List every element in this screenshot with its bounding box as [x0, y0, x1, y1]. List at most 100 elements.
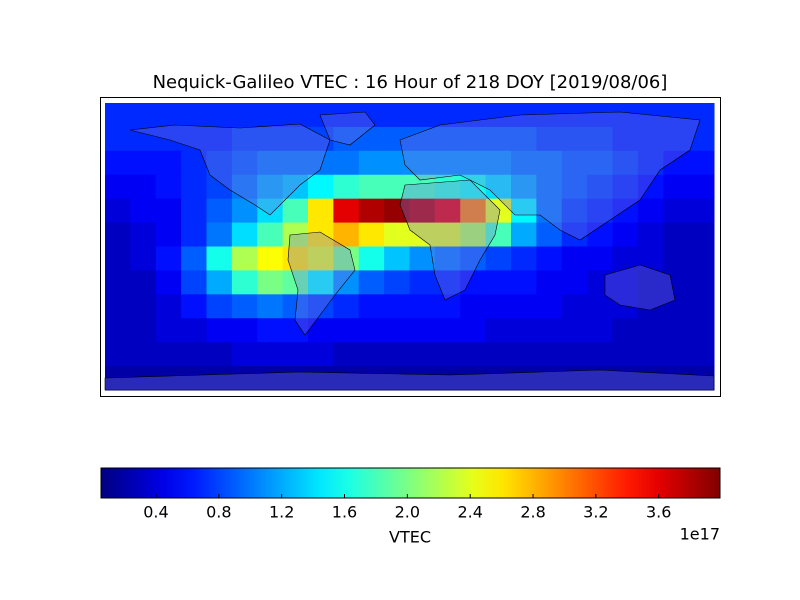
heat-cell — [282, 342, 309, 367]
heat-cell — [409, 103, 436, 128]
heat-cell — [308, 246, 334, 271]
heat-cell — [663, 318, 690, 343]
heat-cell — [409, 366, 436, 391]
africa — [399, 179, 501, 301]
heat-cell — [434, 246, 461, 271]
heat-cell — [358, 342, 385, 367]
heat-cell — [587, 318, 613, 343]
heat-cell — [511, 246, 537, 271]
heat-cell — [536, 318, 563, 343]
heat-cell — [130, 103, 157, 128]
heat-cell — [561, 198, 588, 224]
heat-cell — [485, 150, 512, 176]
heat-cell — [105, 342, 131, 367]
heat-cell — [105, 198, 131, 224]
heat-cell — [308, 198, 334, 224]
heat-cell — [612, 222, 639, 247]
heat-cell — [587, 342, 613, 367]
heat-cell — [688, 126, 715, 152]
heat-cell — [663, 342, 690, 367]
heat-cell — [384, 342, 410, 367]
heat-cell — [358, 126, 385, 152]
heat-cell — [460, 103, 487, 128]
heat-cell — [333, 366, 360, 391]
heat-cell — [663, 103, 690, 128]
heat-cell — [257, 150, 284, 176]
heat-cell — [257, 366, 284, 391]
heat-cell — [460, 126, 487, 152]
heat-cell — [358, 318, 385, 343]
heat-cell — [181, 366, 207, 391]
heat-cell — [282, 198, 309, 224]
heat-cell — [155, 318, 182, 343]
heat-cell — [587, 150, 613, 176]
south-america — [287, 231, 356, 336]
heat-cell — [231, 174, 258, 200]
heat-cell — [130, 150, 157, 176]
heat-cell — [181, 246, 207, 271]
heat-cell — [612, 366, 639, 391]
heat-cell — [460, 294, 487, 319]
heat-cell — [663, 222, 690, 247]
heat-cell — [561, 103, 588, 128]
heat-cell — [384, 366, 410, 391]
heat-cell — [206, 342, 233, 367]
heat-cell — [105, 150, 131, 176]
heat-cell — [130, 318, 157, 343]
heat-cell — [460, 222, 487, 247]
heat-cell — [434, 126, 461, 152]
heat-cell — [511, 126, 537, 152]
heat-cell — [511, 294, 537, 319]
heat-cell — [409, 222, 436, 247]
heat-cell — [663, 174, 690, 200]
heat-cell — [206, 294, 233, 319]
colorbar-tick-label: 3.6 — [646, 503, 671, 522]
heat-cell — [587, 174, 613, 200]
heat-cell — [155, 150, 182, 176]
heat-cell — [206, 270, 233, 295]
heat-cell — [612, 198, 639, 224]
heat-cell — [688, 103, 715, 128]
heat-cell — [460, 366, 487, 391]
heat-cell — [460, 342, 487, 367]
heat-cell — [637, 246, 664, 271]
heat-cell — [155, 246, 182, 271]
colorbar-tick-label: 1.6 — [332, 503, 357, 522]
heat-cell — [282, 318, 309, 343]
heat-cell — [358, 103, 385, 128]
heat-cell — [485, 198, 512, 224]
colorbar-tick-label: 2.4 — [457, 503, 482, 522]
heat-cell — [333, 270, 360, 295]
heat-cell — [409, 318, 436, 343]
heat-cell — [358, 246, 385, 271]
heat-cell — [257, 174, 284, 200]
colorbar-label: VTEC — [389, 528, 431, 547]
heat-cell — [155, 342, 182, 367]
heat-cell — [308, 270, 334, 295]
heat-cell — [688, 294, 715, 319]
heat-cell — [130, 246, 157, 271]
heat-cell — [130, 342, 157, 367]
heatmap — [105, 103, 715, 391]
heat-cell — [434, 318, 461, 343]
heat-cell — [257, 318, 284, 343]
heat-cell — [231, 270, 258, 295]
heat-cell — [511, 222, 537, 247]
heat-cell — [155, 103, 182, 128]
heat-cell — [105, 270, 131, 295]
heat-cell — [561, 318, 588, 343]
heat-cell — [358, 270, 385, 295]
heat-cell — [308, 294, 334, 319]
heat-cell — [130, 270, 157, 295]
heat-cell — [612, 150, 639, 176]
heat-cell — [536, 126, 563, 152]
heat-cell — [409, 150, 436, 176]
heat-cell — [561, 174, 588, 200]
heat-cell — [206, 366, 233, 391]
colorbar-tick-label: 3.2 — [583, 503, 608, 522]
greenland — [319, 111, 376, 146]
heat-cell — [587, 270, 613, 295]
heat-cell — [663, 246, 690, 271]
heat-cell — [460, 174, 487, 200]
